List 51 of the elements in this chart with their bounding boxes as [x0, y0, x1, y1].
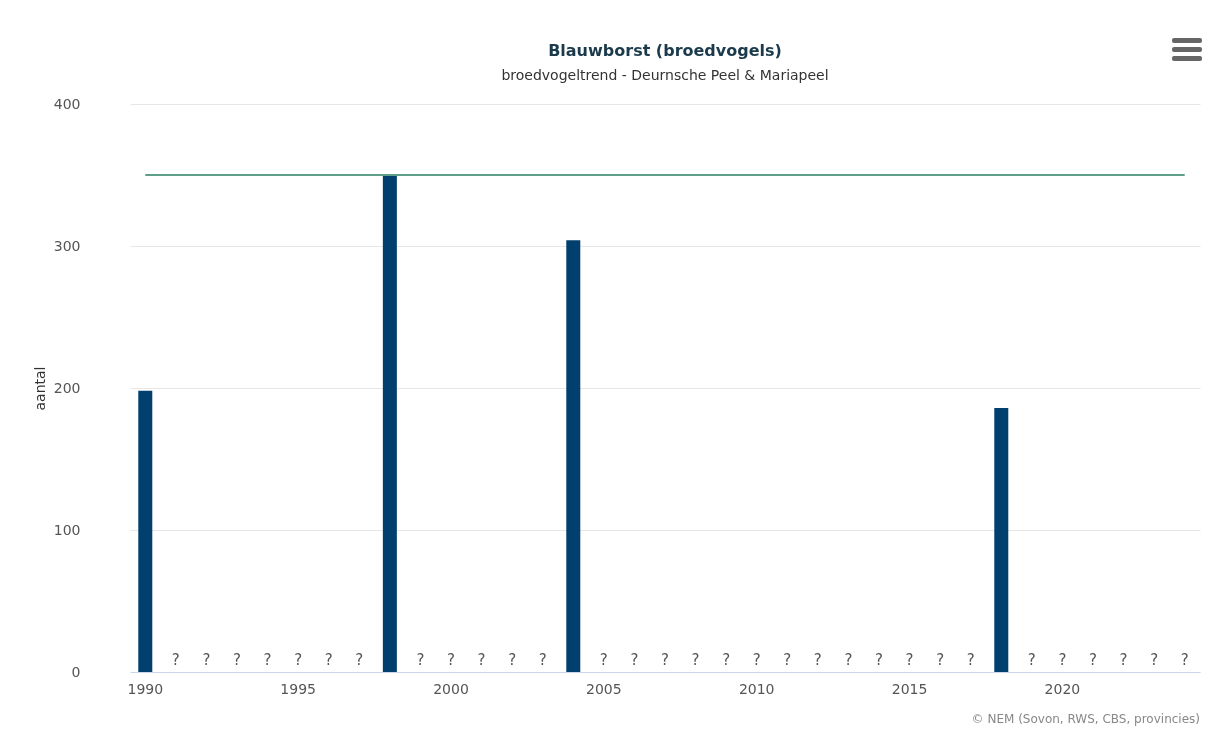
x-tick-label: 2010 [738, 680, 775, 697]
text: ? [263, 651, 272, 669]
text: ? [171, 651, 180, 669]
text: ? [599, 651, 608, 669]
y-tick-label: 300 [53, 237, 81, 254]
x-tick-label: 2015 [891, 680, 928, 697]
x-tick-label: 2005 [586, 680, 622, 697]
text: ? [936, 651, 945, 669]
x-tick-label: 2020 [1044, 680, 1081, 697]
text: ? [1119, 651, 1128, 669]
text: ? [202, 651, 211, 669]
text: © NEM (Sovon, RWS, CBS, provincies) [971, 712, 1200, 726]
y-tick-label: 400 [53, 95, 81, 112]
text: ? [844, 651, 853, 669]
y-tick-label: 100 [53, 521, 81, 538]
bar [138, 390, 153, 672]
text: ? [324, 651, 333, 669]
text: ? [661, 651, 669, 669]
x-tick-label: 1990 [127, 680, 164, 697]
text: ? [905, 651, 914, 669]
bar [994, 407, 1009, 672]
text: ? [783, 651, 792, 669]
x-tick-label: 2000 [433, 680, 469, 697]
chart-title: Blauwborst (broedvogels) [548, 41, 782, 60]
text: ? [1180, 651, 1189, 669]
text: ? [966, 651, 975, 669]
text: ? [1027, 651, 1036, 669]
y-axis-title: aantal [31, 366, 48, 411]
text: ? [477, 651, 486, 669]
text: ? [416, 651, 425, 669]
text: ? [233, 651, 241, 669]
text: ? [294, 651, 303, 669]
text: ? [447, 651, 455, 669]
text: ? [813, 651, 822, 669]
text: ? [1058, 651, 1067, 669]
text: ? [691, 651, 700, 669]
text: ? [355, 651, 364, 669]
text: ? [752, 651, 761, 669]
text: ? [1089, 651, 1097, 669]
chart-subtitle: broedvogeltrend - Deurnsche Peel & Mariapeel [501, 67, 829, 83]
y-tick-label: 0 [71, 663, 81, 680]
x-tick-label: 1995 [280, 680, 316, 697]
text: ? [630, 651, 639, 669]
text: ? [722, 651, 731, 669]
text: ? [508, 651, 517, 669]
text: ? [1150, 651, 1159, 669]
bar [382, 175, 397, 672]
y-tick-label: 200 [53, 379, 81, 396]
bar [566, 240, 581, 672]
text: ? [875, 651, 883, 669]
text: ? [538, 651, 547, 669]
